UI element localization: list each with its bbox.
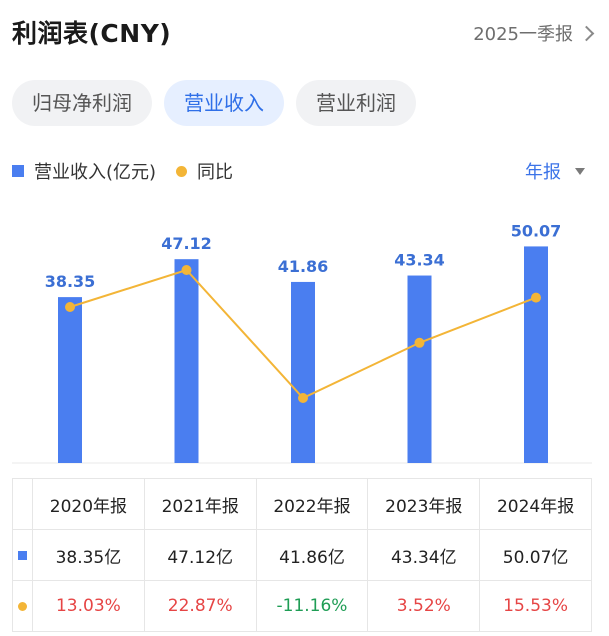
table-header-row: 2020年报 2021年报 2022年报 2023年报 2024年报 bbox=[12, 478, 592, 530]
chart-legend: 营业收入(亿元) 同比 bbox=[12, 158, 233, 184]
revenue-cell: 38.35亿 bbox=[32, 529, 145, 581]
column-header: 2022年报 bbox=[255, 478, 369, 530]
revenue-bar bbox=[174, 259, 199, 463]
revenue-cell: 47.12亿 bbox=[143, 529, 257, 581]
chevron-right-icon bbox=[578, 25, 595, 41]
bar-data-label: 50.07 bbox=[511, 221, 562, 240]
revenue-row-marker bbox=[12, 529, 33, 581]
bar-data-label: 43.34 bbox=[394, 251, 445, 270]
yoy-cell: 22.87% bbox=[143, 580, 257, 632]
revenue-cell: 43.34亿 bbox=[367, 529, 481, 581]
revenue-bar bbox=[524, 246, 548, 463]
column-header: 2023年报 bbox=[367, 478, 481, 530]
bar-legend-marker bbox=[12, 165, 24, 177]
yoy-cell: 13.03% bbox=[32, 580, 145, 632]
table-row-revenue: 38.35亿 47.12亿 41.86亿 43.34亿 50.07亿 bbox=[12, 529, 592, 581]
frequency-label: 年报 bbox=[525, 162, 561, 183]
bar-square-icon bbox=[18, 551, 27, 560]
column-header: 2024年报 bbox=[479, 478, 592, 530]
column-header: 2020年报 bbox=[32, 478, 145, 530]
bar-data-label: 41.86 bbox=[278, 257, 329, 276]
yoy-cell: 15.53% bbox=[479, 580, 592, 632]
period-selector[interactable]: 2025一季报 bbox=[473, 20, 595, 46]
yoy-point bbox=[531, 292, 541, 303]
yoy-cell: 3.52% bbox=[367, 580, 481, 632]
revenue-bar bbox=[291, 281, 315, 463]
revenue-bar bbox=[407, 275, 432, 463]
tab-operating-profit[interactable]: 营业利润 bbox=[296, 80, 416, 126]
yoy-row-marker bbox=[12, 580, 33, 632]
column-header: 2021年报 bbox=[143, 478, 257, 530]
revenue-cell: 41.86亿 bbox=[255, 529, 369, 581]
tab-net-profit[interactable]: 归母净利润 bbox=[12, 80, 152, 126]
table-row-yoy: 13.03% 22.87% -11.16% 3.52% 15.53% bbox=[12, 580, 592, 632]
caret-down-icon bbox=[575, 167, 585, 175]
yoy-point bbox=[181, 265, 192, 275]
line-legend-marker bbox=[176, 165, 188, 177]
header: 利润表(CNY) 2025一季报 bbox=[12, 14, 595, 50]
tab-revenue[interactable]: 营业收入 bbox=[164, 80, 284, 126]
period-label: 2025一季报 bbox=[473, 24, 573, 45]
revenue-chart: 38.35 47.12 41.86 43.34 50.07 bbox=[12, 221, 592, 464]
yoy-point bbox=[298, 393, 308, 403]
bar-legend-label: 营业收入(亿元) bbox=[34, 162, 157, 183]
table-corner-cell bbox=[12, 478, 33, 530]
revenue-cell: 50.07亿 bbox=[479, 529, 592, 581]
data-table: 2020年报 2021年报 2022年报 2023年报 2024年报 38.35… bbox=[12, 478, 592, 632]
yoy-point bbox=[65, 302, 75, 313]
dot-icon bbox=[18, 602, 27, 611]
page-title: 利润表(CNY) bbox=[12, 19, 172, 48]
metric-tabs: 归母净利润 营业收入 营业利润 bbox=[12, 80, 416, 126]
frequency-dropdown[interactable]: 年报 bbox=[525, 158, 585, 184]
yoy-point bbox=[414, 337, 425, 348]
bar-data-label: 38.35 bbox=[45, 272, 96, 291]
line-legend-label: 同比 bbox=[197, 162, 234, 183]
bar-data-label: 47.12 bbox=[161, 234, 212, 253]
revenue-bar bbox=[58, 297, 82, 463]
yoy-cell: -11.16% bbox=[255, 580, 369, 632]
